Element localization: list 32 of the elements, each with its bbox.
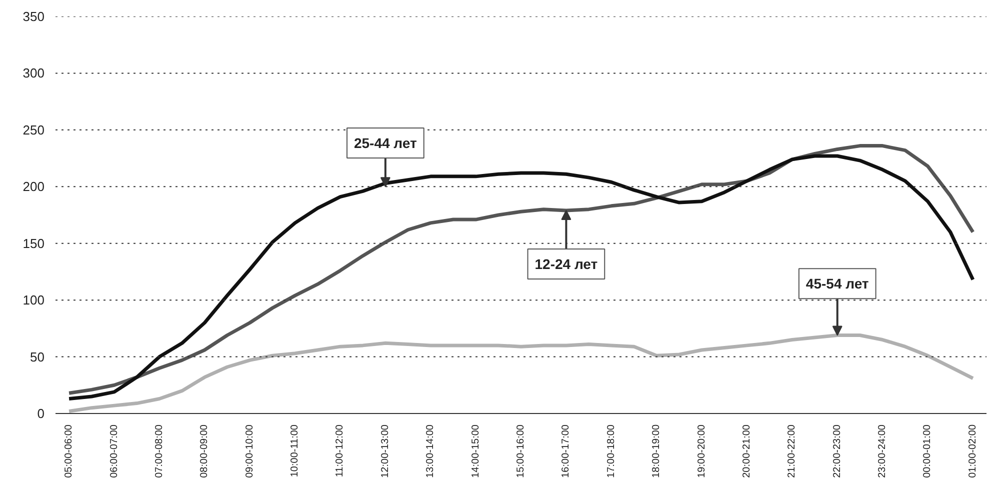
x-tick-label: 07:00-08:00 bbox=[154, 424, 165, 478]
x-tick-label: 20:00-21:00 bbox=[741, 424, 752, 478]
x-tick-label: 13:00-14:00 bbox=[425, 424, 436, 478]
x-tick-label: 12:00-13:00 bbox=[380, 424, 391, 478]
y-tick-label: 300 bbox=[22, 66, 45, 81]
y-tick-label: 350 bbox=[22, 9, 45, 24]
x-tick-label: 17:00-18:00 bbox=[606, 424, 617, 478]
y-tick-label: 250 bbox=[22, 122, 45, 138]
x-tick-label: 15:00-16:00 bbox=[516, 424, 526, 478]
x-tick-label: 14:00-15:00 bbox=[470, 424, 482, 478]
x-tick-label: 10:00-11:00 bbox=[290, 424, 301, 478]
y-tick-label: 200 bbox=[22, 179, 45, 194]
annotation: 25-44 лет bbox=[354, 134, 417, 151]
x-tick-label: 00:00-01:00 bbox=[922, 424, 934, 478]
x-tick-label: 22:00-23:00 bbox=[832, 424, 843, 478]
y-tick-label: 150 bbox=[22, 236, 45, 251]
x-tick-label: 05:00-06:00 bbox=[64, 424, 75, 478]
x-tick-label: 06:00-07:00 bbox=[108, 424, 120, 478]
annotation: 12-24 лет bbox=[534, 256, 598, 272]
y-tick-label: 100 bbox=[22, 292, 45, 308]
x-tick-label: 01:00-02:00 bbox=[967, 424, 978, 478]
x-tick-label: 21:00-22:00 bbox=[786, 424, 798, 478]
x-tick-label: 19:00-20:00 bbox=[696, 424, 708, 478]
x-tick-label: 23:00-24:00 bbox=[877, 424, 888, 478]
y-tick-label: 50 bbox=[30, 349, 45, 364]
x-tick-label: 08:00-09:00 bbox=[199, 424, 210, 478]
y-tick-label: 0 bbox=[37, 406, 45, 421]
annotation: 45-54 лет bbox=[806, 276, 869, 292]
x-tick-label: 09:00-10:00 bbox=[244, 424, 256, 478]
x-tick-label: 16:00-17:00 bbox=[560, 424, 572, 478]
x-tick-label: 11:00-12:00 bbox=[334, 424, 346, 478]
x-tick-label: 18:00-19:00 bbox=[651, 424, 662, 478]
